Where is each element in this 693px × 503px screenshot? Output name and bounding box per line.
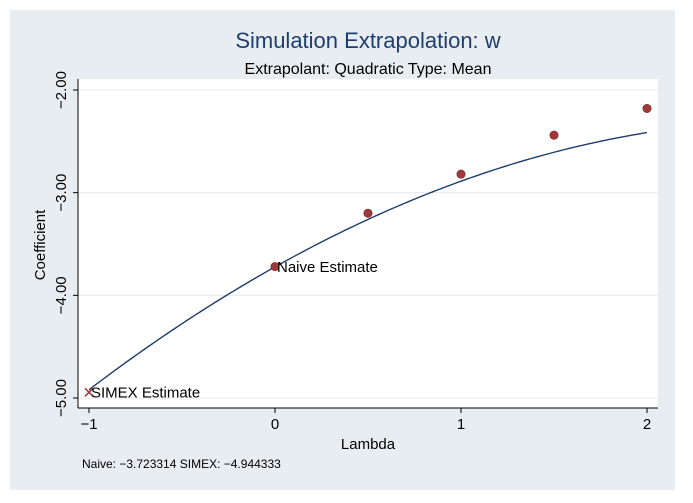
simex-x-marker bbox=[84, 387, 94, 397]
plot-area bbox=[78, 79, 658, 408]
chart-title: Simulation Extrapolation: w bbox=[235, 28, 500, 53]
simex-x-stroke-b bbox=[84, 387, 94, 397]
footnote: Naive: −3.723314 SIMEX: −4.944333 bbox=[82, 457, 281, 471]
x-axis-label: Lambda bbox=[341, 436, 396, 453]
y-tick-label-2: −4.00 bbox=[53, 276, 70, 314]
data-point-0-0 bbox=[270, 262, 280, 272]
extrapolant-curve bbox=[88, 131, 648, 391]
chart-subtitle: Extrapolant: Quadratic Type: Mean bbox=[245, 61, 492, 78]
y-tick-label-3: −5.00 bbox=[53, 379, 70, 417]
y-tick-label-1: −3.00 bbox=[53, 174, 70, 212]
marks-layer: Naive Estimate SIMEX Estimate bbox=[84, 103, 652, 401]
annotation-0: Naive Estimate bbox=[277, 259, 378, 276]
grid-layer bbox=[78, 89, 658, 399]
x-tick-label-1: 0 bbox=[271, 416, 279, 433]
axes-layer: −2.00 −3.00 −4.00 −5.00 −1 0 1 2 bbox=[53, 71, 658, 433]
x-tick-label-3: 2 bbox=[643, 416, 651, 433]
data-point-0-4 bbox=[642, 103, 652, 113]
data-point-0-3 bbox=[549, 130, 559, 140]
x-tick-label-2: 1 bbox=[457, 416, 465, 433]
x-tick-label-0: −1 bbox=[80, 416, 97, 433]
data-point-0-2 bbox=[456, 169, 466, 179]
curve-layer bbox=[88, 131, 648, 391]
y-tick-label-0: −2.00 bbox=[53, 71, 70, 109]
y-axis-label: Coefficient bbox=[32, 209, 49, 280]
data-point-0-1 bbox=[363, 208, 373, 218]
annotation-1: SIMEX Estimate bbox=[91, 384, 200, 401]
